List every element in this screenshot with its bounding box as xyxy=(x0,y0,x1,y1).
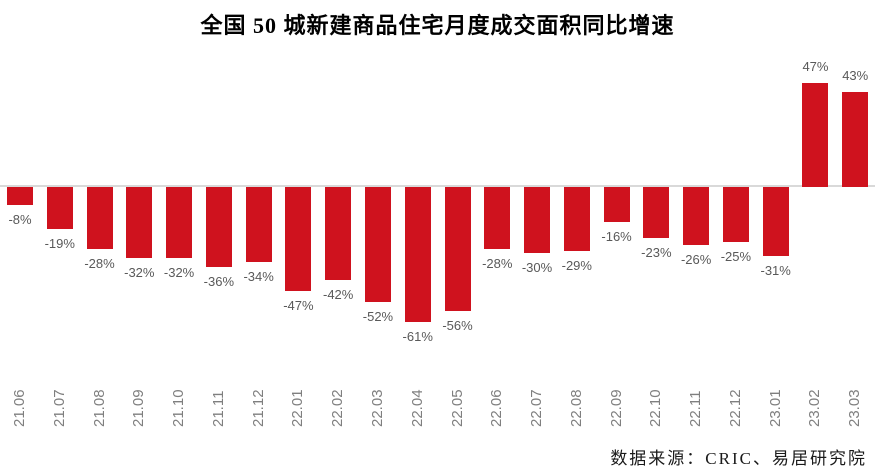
value-label-23.03: 43% xyxy=(842,67,869,83)
bar-22.06 xyxy=(484,187,511,249)
bar-23.02 xyxy=(802,82,829,187)
value-label-23.01: -31% xyxy=(760,262,791,278)
chart-title: 全国 50 城新建商品住宅月度成交面积同比增速 xyxy=(200,13,675,38)
x-axis-label-22.04: 22.04 xyxy=(408,389,426,427)
x-axis-label-21.10: 21.10 xyxy=(170,389,188,427)
zero-baseline xyxy=(0,185,875,187)
bar-22.04 xyxy=(404,187,431,322)
value-label-21.07: -19% xyxy=(44,236,75,252)
value-label-22.10: -23% xyxy=(641,244,672,260)
value-label-22.12: -25% xyxy=(720,249,752,265)
bar-22.10 xyxy=(643,187,670,238)
x-axis-label-22.01: 22.01 xyxy=(289,389,307,427)
bar-22.09 xyxy=(603,187,630,223)
value-label-21.12: -34% xyxy=(243,269,274,285)
x-axis-label-21.07: 21.07 xyxy=(50,389,68,427)
x-axis-label-21.12: 21.12 xyxy=(249,389,267,427)
x-axis-label-21.08: 21.08 xyxy=(90,389,108,427)
value-label-21.09: -32% xyxy=(124,264,155,280)
x-axis-label-22.12: 22.12 xyxy=(726,389,744,427)
bar-23.03 xyxy=(842,91,869,187)
x-axis-label-22.05: 22.05 xyxy=(448,389,466,427)
x-axis-label-22.02: 22.02 xyxy=(329,389,347,427)
value-label-21.08: -28% xyxy=(84,255,115,271)
x-axis-label-23.01: 23.01 xyxy=(766,389,784,427)
value-label-21.11: -36% xyxy=(203,273,235,289)
bar-22.07 xyxy=(524,187,551,254)
x-axis-label-22.11: 22.11 xyxy=(687,390,705,427)
bar-22.12 xyxy=(722,187,749,243)
x-axis-label-23.03: 23.03 xyxy=(846,389,864,427)
x-axis-label-21.06: 21.06 xyxy=(11,389,28,427)
bar-22.05 xyxy=(444,187,471,311)
value-label-22.08: -29% xyxy=(561,258,592,274)
bar-21.06 xyxy=(7,187,33,205)
x-axis-label-22.03: 22.03 xyxy=(368,389,386,427)
x-axis-label-22.06: 22.06 xyxy=(488,389,506,427)
value-label-23.02: 47% xyxy=(802,58,829,74)
bar-21.07 xyxy=(46,187,73,230)
bar-22.11 xyxy=(683,187,710,245)
value-label-22.07: -30% xyxy=(521,260,553,276)
value-label-22.04: -61% xyxy=(402,328,433,344)
data-source-note: 数据来源：CRIC、易居研究院 xyxy=(610,449,867,468)
bar-22.02 xyxy=(325,187,352,280)
bar-21.08 xyxy=(86,187,113,249)
value-label-22.03: -52% xyxy=(362,309,394,325)
bar-21.09 xyxy=(126,187,153,258)
value-label-22.09: -16% xyxy=(601,229,632,245)
bar-21.10 xyxy=(166,187,193,258)
x-axis-label-22.10: 22.10 xyxy=(647,389,665,427)
value-label-22.02: -42% xyxy=(322,286,354,302)
x-axis-label-22.08: 22.08 xyxy=(567,389,585,427)
bar-21.12 xyxy=(245,187,272,263)
x-axis-label-21.11: 21.11 xyxy=(209,390,227,427)
value-label-21.06: -8% xyxy=(8,211,32,227)
bar-22.08 xyxy=(563,187,590,252)
bar-21.11 xyxy=(205,187,232,267)
x-axis-label-23.02: 23.02 xyxy=(806,389,824,427)
value-label-21.10: -32% xyxy=(163,264,195,280)
x-axis-label-22.07: 22.07 xyxy=(528,389,546,427)
value-label-22.05: -56% xyxy=(442,317,473,333)
x-axis-label-22.09: 22.09 xyxy=(607,389,625,427)
value-label-22.06: -28% xyxy=(482,255,513,271)
value-label-22.01: -47% xyxy=(283,298,314,313)
x-axis-label-21.09: 21.09 xyxy=(130,389,148,427)
value-label-22.11: -26% xyxy=(680,251,712,267)
bar-22.01 xyxy=(285,187,312,291)
bar-23.01 xyxy=(762,187,789,256)
bar-22.03 xyxy=(364,187,391,303)
